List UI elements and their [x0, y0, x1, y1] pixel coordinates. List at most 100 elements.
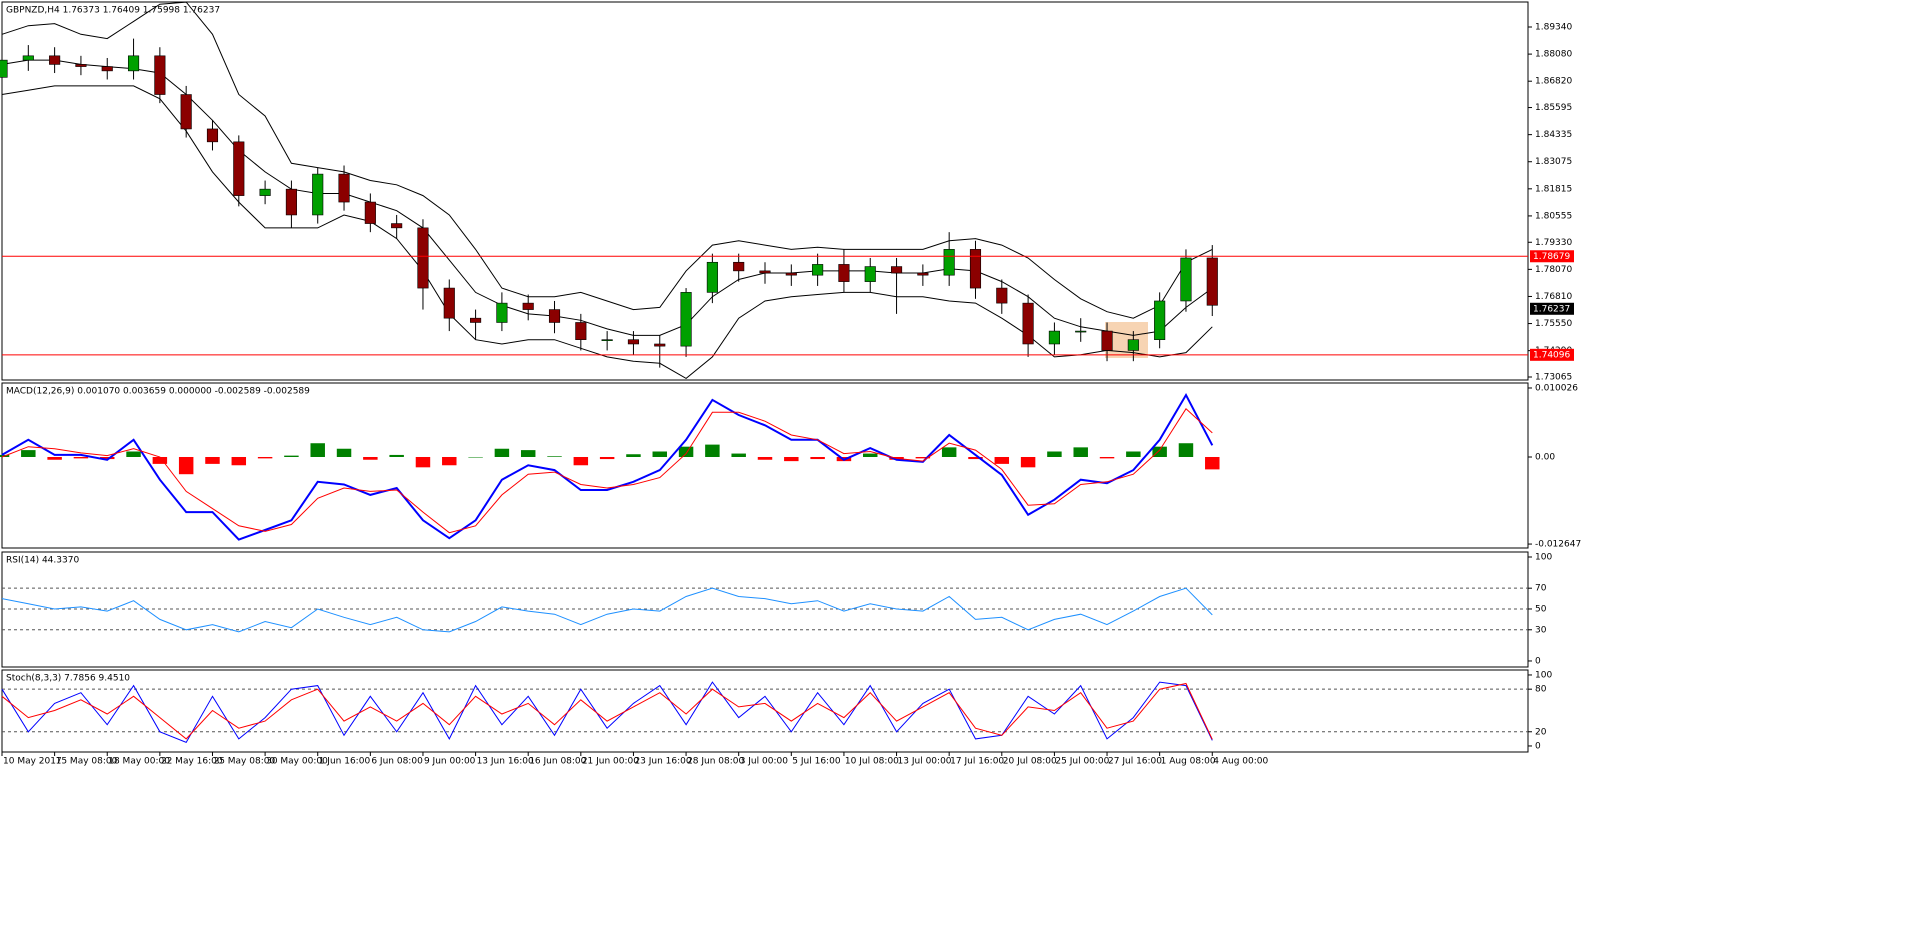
y-tick-label: 0.010026 [1535, 383, 1578, 393]
x-tick-label: 27 Jul 16:00 [1108, 757, 1162, 767]
y-tick-label: 0 [1535, 656, 1541, 666]
candle-body [1154, 300, 1166, 340]
candle-body [522, 302, 534, 310]
y-tick-label: 1.75550 [1535, 319, 1572, 329]
x-tick-label: 10 May 2017 [3, 757, 62, 767]
histogram-bar [205, 456, 220, 464]
histogram-bar [705, 444, 720, 457]
histogram-bar [1020, 456, 1036, 468]
panel-title: Stoch(8,3,3) 7.7856 9.4510 [6, 674, 130, 684]
panel-frame [1, 382, 1529, 549]
bollinger-band [1, 1, 1213, 319]
x-tick-label: 25 Jul 00:00 [1055, 757, 1109, 767]
candle-body [206, 128, 219, 143]
candle-body [917, 272, 929, 276]
histogram-bar [573, 456, 589, 466]
y-tick-label: 0.00 [1535, 452, 1555, 462]
x-tick-label: 13 Jun 16:00 [477, 757, 534, 767]
x-tick-label: 20 Jul 08:00 [1003, 757, 1057, 767]
histogram-bar [152, 456, 168, 464]
indicator-line [1, 587, 1213, 633]
histogram-bar [284, 455, 299, 457]
candle-body [890, 266, 903, 274]
y-tick-label: 1.89340 [1535, 23, 1572, 33]
histogram-bar [442, 456, 457, 466]
histogram-bar [47, 456, 62, 460]
y-tick-label: 80 [1535, 685, 1547, 695]
x-tick-label: 30 May 00:00 [266, 757, 328, 767]
candle-body [996, 287, 1008, 304]
histogram-bar [1073, 447, 1088, 457]
y-tick-label: 1.85595 [1535, 103, 1572, 113]
candle-body [470, 317, 482, 323]
candle-body [548, 309, 561, 323]
histogram-bar [652, 451, 667, 457]
candle-body [759, 270, 771, 274]
candle-body [575, 322, 587, 340]
bollinger-band [1, 85, 1213, 380]
y-tick-label: 1.84335 [1535, 130, 1572, 140]
y-tick-label: 0 [1535, 741, 1541, 751]
histogram-bar [1047, 451, 1062, 457]
histogram-bar [310, 443, 325, 457]
candle-body [312, 173, 324, 216]
x-tick-label: 1 Jun 16:00 [319, 757, 371, 767]
candle-body [943, 249, 955, 276]
panel-title: RSI(14) 44.3370 [6, 556, 79, 566]
candle-body [838, 264, 850, 282]
y-tick-label: 1.80555 [1535, 211, 1572, 221]
candle-body [601, 339, 613, 341]
candle-body [101, 66, 113, 72]
histogram-bar [915, 456, 931, 459]
x-tick-label: 23 Jun 16:00 [634, 757, 691, 767]
candle-body [706, 261, 718, 293]
price-tag [1530, 250, 1574, 263]
bollinger-band [1, 59, 1213, 336]
x-tick-label: 4 Aug 00:00 [1213, 757, 1268, 767]
x-tick-label: 10 Jul 08:00 [845, 757, 899, 767]
candle-body [180, 94, 192, 130]
candle-body [654, 343, 666, 347]
x-tick-label: 1 Aug 08:00 [1161, 757, 1216, 767]
x-tick-label: 16 Jun 08:00 [529, 757, 586, 767]
candle-body [1101, 330, 1113, 351]
candle-body [417, 227, 429, 289]
candle-body [496, 302, 508, 323]
x-tick-label: 18 May 00:00 [108, 757, 170, 767]
histogram-bar [1178, 443, 1194, 457]
y-tick-label: 70 [1535, 584, 1547, 594]
histogram-bar [415, 456, 431, 468]
x-tick-label: 13 Jul 00:00 [898, 757, 952, 767]
histogram-bar [968, 456, 983, 460]
y-tick-label: 20 [1535, 727, 1547, 737]
histogram-bar [1099, 456, 1115, 459]
y-tick-label: 1.81815 [1535, 184, 1572, 194]
candle-body [1022, 302, 1034, 345]
histogram-bar [994, 456, 1010, 464]
histogram-bar [389, 454, 404, 457]
x-tick-label: 28 Jun 08:00 [687, 757, 744, 767]
y-tick-label: 50 [1535, 604, 1547, 614]
y-tick-label: 100 [1535, 670, 1552, 680]
x-tick-label: 22 May 16:00 [161, 757, 223, 767]
candle-body [1075, 330, 1087, 333]
candle-body [233, 141, 245, 196]
price-tag-label: 1.74096 [1533, 350, 1570, 360]
y-tick-label: -0.012647 [1535, 540, 1581, 550]
current-price-label: 1.76237 [1533, 304, 1570, 314]
histogram-bar [21, 450, 36, 457]
indicator-line [1, 682, 1213, 740]
histogram-bar [1126, 451, 1141, 457]
y-tick-label: 1.76810 [1535, 292, 1572, 302]
candle-body [285, 188, 297, 216]
x-tick-label: 21 Jun 00:00 [582, 757, 639, 767]
histogram-bar [126, 451, 141, 457]
histogram-bar [757, 456, 773, 460]
histogram-bar [520, 450, 536, 457]
x-tick-label: 17 Jul 16:00 [950, 757, 1004, 767]
y-tick-label: 1.86820 [1535, 77, 1572, 87]
candle-body [259, 188, 271, 196]
